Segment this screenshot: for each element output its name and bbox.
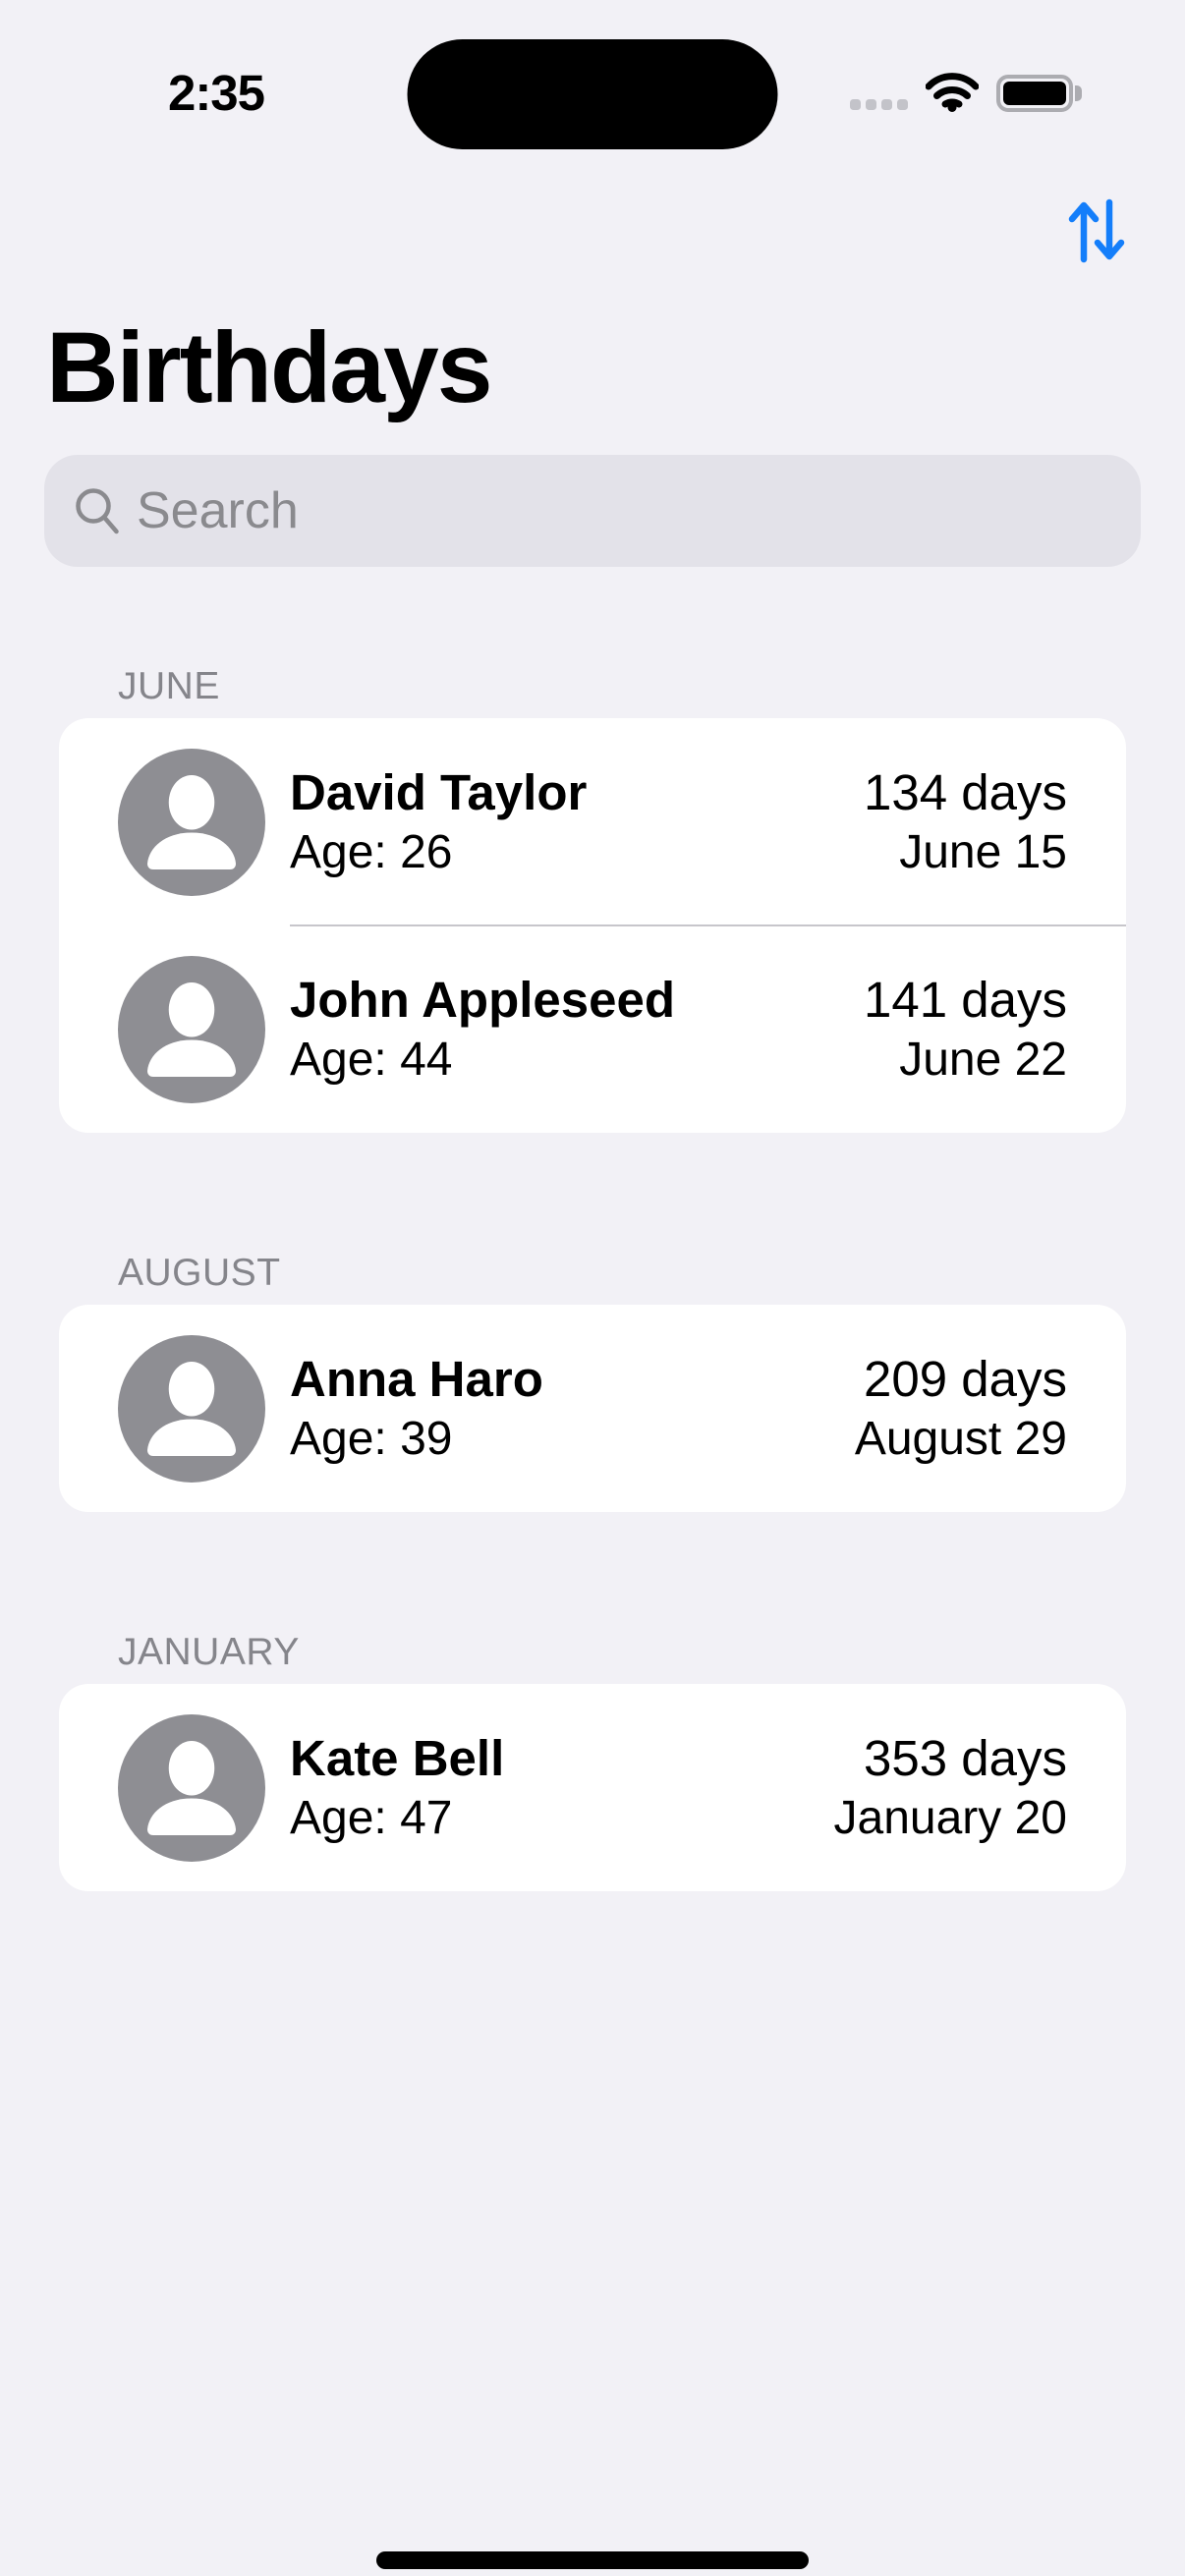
section-january: JANUARY Kate Bell Age: 47 353 days Janua… [0, 1630, 1185, 1891]
birthday-info: 209 days August 29 [855, 1350, 1067, 1467]
list-item[interactable]: Kate Bell Age: 47 353 days January 20 [59, 1684, 1126, 1891]
birthday-info: 134 days June 15 [864, 763, 1067, 880]
days-until: 353 days [864, 1730, 1067, 1786]
wifi-icon [925, 73, 980, 117]
birthday-date: June 22 [899, 1034, 1067, 1086]
page-title: Birthdays [46, 311, 492, 423]
person-info: Kate Bell Age: 47 [290, 1729, 504, 1846]
person-avatar-icon [118, 748, 265, 896]
status-bar-time: 2:35 [167, 65, 265, 121]
magnifying-glass-icon [76, 488, 119, 534]
cellular-dot [881, 99, 892, 110]
days-until: 141 days [864, 972, 1067, 1028]
section-card: Kate Bell Age: 47 353 days January 20 [59, 1684, 1126, 1891]
person-avatar-icon [118, 1713, 265, 1862]
person-name: David Taylor [290, 764, 588, 820]
section-header: AUGUST [118, 1252, 281, 1294]
birthday-date: June 15 [899, 826, 1067, 878]
birthday-info: 353 days January 20 [834, 1729, 1068, 1846]
person-info: John Appleseed Age: 44 [290, 971, 675, 1088]
section-card: Anna Haro Age: 39 209 days August 29 [59, 1305, 1126, 1512]
sort-button[interactable] [1065, 196, 1128, 265]
cellular-dot [850, 99, 861, 110]
battery-nub [1075, 85, 1082, 101]
person-age: Age: 47 [290, 1792, 453, 1844]
person-name: Anna Haro [290, 1351, 543, 1407]
person-name: Kate Bell [290, 1730, 505, 1786]
birthday-date: January 20 [833, 1792, 1068, 1844]
section-june: JUNE David Taylor Age: 26 134 days June … [0, 664, 1185, 1133]
birthday-list: JUNE David Taylor Age: 26 134 days June … [0, 664, 1185, 1891]
person-info: David Taylor Age: 26 [290, 763, 587, 880]
battery-icon [996, 75, 1082, 112]
search-input[interactable]: Search [44, 455, 1141, 567]
home-indicator[interactable] [376, 2551, 809, 2569]
days-until: 209 days [864, 1351, 1067, 1407]
section-header: JANUARY [118, 1631, 300, 1673]
arrow-up-arrow-down-icon [1065, 198, 1128, 268]
section-card: David Taylor Age: 26 134 days June 15 [59, 718, 1126, 1133]
cellular-dot [897, 99, 908, 110]
birthday-date: August 29 [854, 1413, 1067, 1465]
list-item[interactable]: Anna Haro Age: 39 209 days August 29 [59, 1305, 1126, 1512]
person-age: Age: 26 [290, 826, 453, 878]
battery-fill [1003, 82, 1066, 105]
person-age: Age: 44 [290, 1034, 453, 1086]
person-age: Age: 39 [290, 1413, 453, 1465]
list-item[interactable]: John Appleseed Age: 44 141 days June 22 [59, 924, 1126, 1133]
person-avatar-icon [118, 955, 265, 1103]
person-info: Anna Haro Age: 39 [290, 1350, 543, 1467]
days-until: 134 days [864, 764, 1067, 820]
cellular-dot [866, 99, 876, 110]
person-name: John Appleseed [290, 972, 676, 1028]
list-item[interactable]: David Taylor Age: 26 134 days June 15 [59, 718, 1126, 925]
person-avatar-icon [118, 1334, 265, 1483]
section-august: AUGUST Anna Haro Age: 39 209 days August… [0, 1251, 1185, 1512]
dynamic-island [407, 39, 778, 149]
birthday-info: 141 days June 22 [864, 971, 1067, 1088]
section-header: JUNE [118, 665, 220, 707]
cellular-signal-icon [850, 99, 908, 110]
battery-body [996, 75, 1073, 112]
search-placeholder: Search [137, 482, 299, 539]
